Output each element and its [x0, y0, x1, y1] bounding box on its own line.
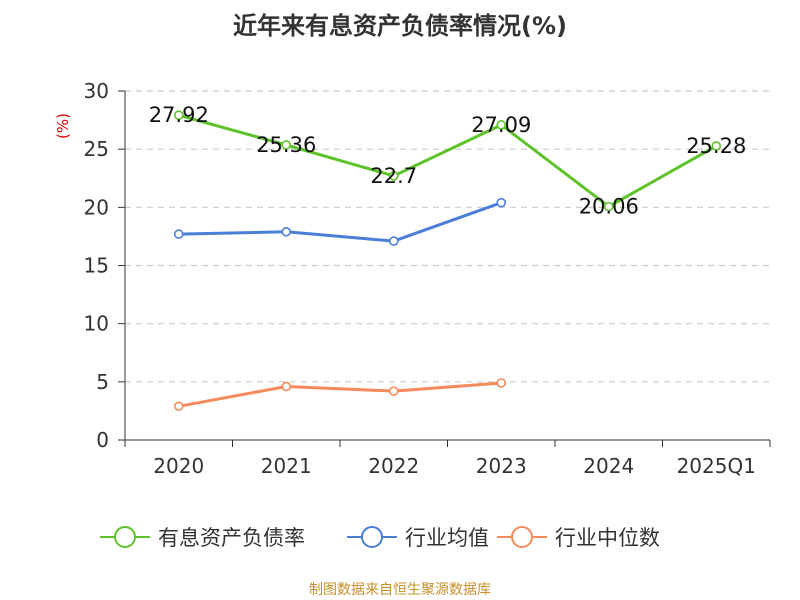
data-label: 22.7	[370, 164, 417, 188]
series-line	[178, 201, 502, 243]
data-label: 27.92	[149, 103, 209, 127]
y-tick-label: 15	[84, 254, 109, 278]
x-tick-label: 2021	[261, 454, 312, 478]
data-label: 20.06	[579, 195, 639, 219]
series-lines	[173, 110, 722, 412]
data-label: 27.09	[471, 113, 531, 137]
data-point	[388, 236, 399, 246]
data-labels: 27.92 25.36 22.7 27.09 20.06 25.28	[149, 103, 747, 218]
data-point	[388, 171, 399, 181]
y-tick-label: 25	[84, 137, 109, 161]
x-tick-label: 2025Q1	[677, 454, 756, 478]
data-point	[496, 378, 507, 388]
series-line	[178, 113, 718, 209]
y-axis-title: (%)	[54, 113, 72, 139]
data-point	[173, 229, 184, 239]
legend-label: 行业中位数	[555, 526, 660, 550]
x-tick-label: 2024	[583, 454, 634, 478]
legend-marker	[361, 526, 383, 548]
data-point	[496, 197, 507, 208]
grid-lines	[125, 90, 770, 383]
y-tick-label: 0	[96, 428, 109, 452]
data-point	[496, 120, 507, 130]
x-tick-label: 2020	[153, 454, 204, 478]
legend-marker	[511, 526, 533, 548]
data-point	[173, 401, 184, 412]
y-tick-label: 5	[96, 370, 109, 394]
data-point	[603, 201, 614, 212]
data-point	[281, 381, 292, 392]
series-line	[178, 381, 502, 408]
source-note: 制图数据来自恒生聚源数据库	[309, 582, 491, 598]
legend-label: 行业均值	[405, 526, 489, 550]
data-point	[173, 110, 184, 120]
data-point	[388, 386, 399, 396]
y-tick-label: 20	[84, 195, 109, 219]
x-tick-label: 2022	[368, 454, 419, 478]
x-tick-label: 2023	[476, 454, 527, 478]
data-label: 25.36	[256, 133, 316, 157]
data-point	[281, 140, 292, 150]
legend: 有息资产负债率 行业均值 行业中位数	[100, 526, 660, 550]
data-label: 25.28	[686, 134, 746, 158]
data-point	[281, 226, 292, 237]
chart-title: 近年来有息资产负债率情况(%)	[233, 12, 567, 40]
y-tick-label: 30	[84, 79, 109, 103]
data-point	[711, 141, 722, 151]
legend-marker	[114, 526, 136, 548]
y-tick-label: 10	[84, 312, 109, 336]
axes: 0 5 10 15 20 25 30 2020 2021 2022 2023 2024 2025Q1	[84, 79, 771, 478]
legend-label: 有息资产负债率	[158, 526, 305, 550]
